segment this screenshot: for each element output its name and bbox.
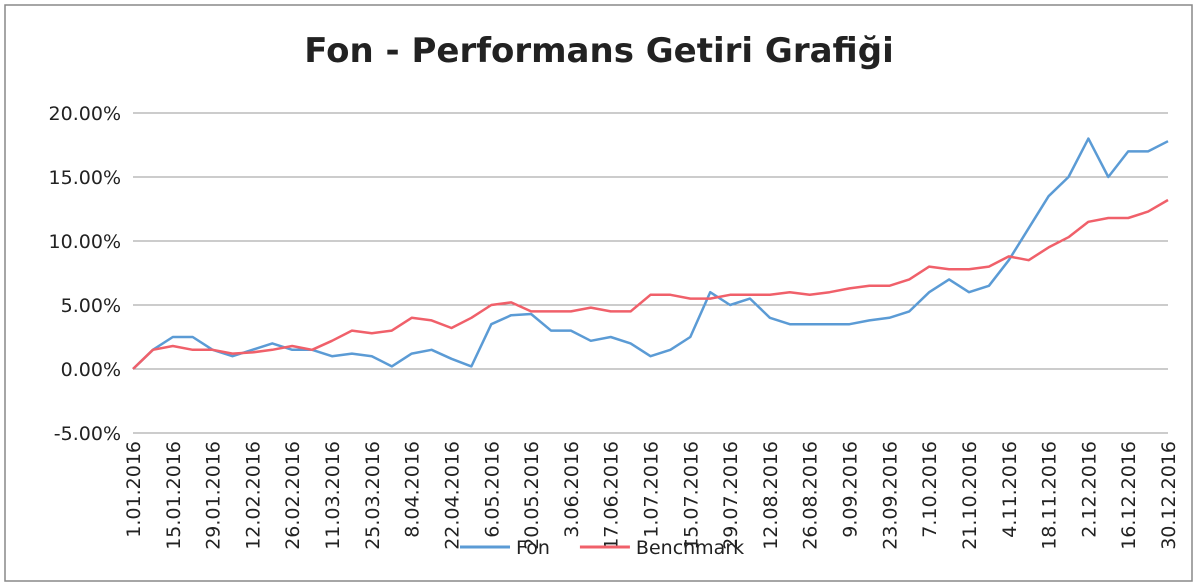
x-tick-label: 21.10.2016: [959, 441, 981, 550]
x-tick-label: 8.04.2016: [402, 441, 424, 538]
y-tick-label: 10.00%: [49, 231, 121, 253]
x-tick-label: 26.08.2016: [800, 441, 822, 550]
y-tick-label: 20.00%: [49, 103, 121, 125]
chart-frame: [4, 4, 1193, 582]
x-tick-label: 4.11.2016: [999, 441, 1021, 538]
x-tick-label: 12.08.2016: [760, 441, 782, 550]
y-tick-label: 5.00%: [61, 295, 121, 317]
x-tick-label: 23.09.2016: [879, 441, 901, 550]
x-tick-label: 7.10.2016: [919, 441, 941, 538]
x-tick-label: 29.07.2016: [720, 441, 742, 550]
line-series: [132, 198, 1169, 370]
x-tick-label: 15.07.2016: [680, 441, 702, 550]
chart-title: Fon - Performans Getiri Grafiği: [304, 31, 893, 71]
x-tick-label: 16.12.2016: [1118, 441, 1140, 550]
legend-label: Fon: [516, 537, 550, 559]
x-tick-label: 1.07.2016: [641, 441, 663, 538]
x-tick-label: 20.05.2016: [521, 441, 543, 550]
legend-label: Benchmark: [636, 537, 744, 559]
x-tick-label: 29.01.2016: [203, 441, 225, 550]
x-tick-label: 17.06.2016: [601, 441, 623, 550]
x-tick-label: 18.11.2016: [1039, 441, 1061, 550]
x-tick-label: 9.09.2016: [840, 441, 862, 538]
x-tick-label: 22.04.2016: [441, 441, 463, 550]
x-tick-label: 25.03.2016: [362, 441, 384, 550]
x-tick-label: 12.02.2016: [242, 441, 264, 550]
x-tick-label: 26.02.2016: [282, 441, 304, 550]
y-tick-label: 0.00%: [61, 359, 121, 381]
y-tick-label: -5.00%: [54, 423, 121, 445]
x-tick-label: 15.01.2016: [163, 441, 185, 550]
x-tick-label: 30.12.2016: [1158, 441, 1180, 550]
x-tick-label: 3.06.2016: [561, 441, 583, 538]
x-tick-label: 2.12.2016: [1078, 441, 1100, 538]
x-tick-label: 1.01.2016: [123, 441, 145, 538]
x-tick-label: 6.05.2016: [481, 441, 503, 538]
x-tick-label: 11.03.2016: [322, 441, 344, 550]
y-tick-label: 15.00%: [49, 167, 121, 189]
